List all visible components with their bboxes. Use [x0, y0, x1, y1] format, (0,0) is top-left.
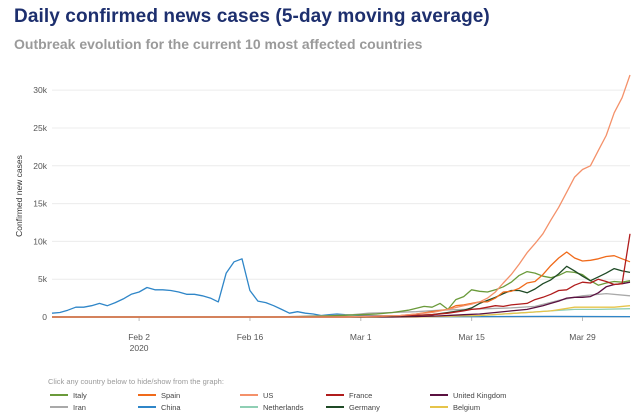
legend-item-united-kingdom[interactable]: United Kingdom: [430, 389, 506, 401]
legend-item-china[interactable]: China: [138, 401, 181, 413]
legend-swatch: [240, 406, 258, 408]
legend-swatch: [430, 406, 448, 408]
legend-item-us[interactable]: US: [240, 389, 273, 401]
y-tick-label: 20k: [33, 161, 47, 171]
legend-swatch: [50, 394, 68, 396]
legend-item-netherlands[interactable]: Netherlands: [240, 401, 303, 413]
legend-label: China: [161, 402, 181, 412]
x-tick-label: Feb 2: [128, 332, 150, 342]
legend-label: Germany: [349, 402, 380, 412]
x-tick-label: Mar 29: [569, 332, 596, 342]
y-tick-label: 0: [42, 312, 47, 322]
chart-subtitle: Outbreak evolution for the current 10 mo…: [14, 36, 423, 52]
x-tick-label: Mar 15: [458, 332, 485, 342]
chart-title: Daily confirmed news cases (5-day moving…: [14, 6, 490, 27]
legend-item-france[interactable]: France: [326, 389, 372, 401]
legend-label: Netherlands: [263, 402, 304, 412]
series-line-spain: [52, 251, 631, 318]
series-line-china: [51, 258, 631, 318]
series-line-italy: [52, 270, 631, 318]
legend-label: France: [349, 390, 373, 400]
legend-item-germany[interactable]: Germany: [326, 401, 380, 413]
x-tick-label: Mar 1: [350, 332, 372, 342]
y-tick-label: 5k: [38, 274, 48, 284]
legend-item-belgium[interactable]: Belgium: [430, 401, 480, 413]
legend-item-iran[interactable]: Iran: [50, 401, 86, 413]
y-tick-label: 25k: [33, 123, 47, 133]
legend-item-spain[interactable]: Spain: [138, 389, 180, 401]
legend-label: US: [263, 390, 274, 400]
y-axis-label: Confirmed new cases: [14, 155, 24, 237]
y-tick-label: 30k: [33, 85, 47, 95]
legend-swatch: [326, 406, 344, 408]
y-tick-label: 10k: [33, 236, 47, 246]
legend-swatch: [430, 394, 448, 396]
legend-label: Spain: [161, 390, 181, 400]
x-tick-label: Feb 16: [237, 332, 264, 342]
legend-label: Belgium: [453, 402, 481, 412]
x-tick-year: 2020: [130, 343, 149, 353]
legend-swatch: [138, 394, 156, 396]
legend-label: Iran: [73, 402, 86, 412]
line-chart: 0 5k 10k 15k 20k 25k 30k Feb 2 Feb 16 Mar 1 Mar 15…: [14, 74, 631, 353]
legend-swatch: [138, 406, 156, 408]
series-line-france: [52, 233, 631, 318]
legend-hint: Click any country below to hide/show fro…: [48, 377, 224, 386]
legend-swatch: [240, 394, 258, 396]
legend-label: Italy: [73, 390, 87, 400]
series-line-united-kingdom: [52, 281, 631, 318]
y-tick-label: 15k: [33, 199, 47, 209]
legend-swatch: [326, 394, 344, 396]
legend-label: United Kingdom: [453, 390, 507, 400]
series-line-us: [52, 74, 631, 318]
legend-swatch: [50, 406, 68, 408]
legend-item-italy[interactable]: Italy: [50, 389, 87, 401]
